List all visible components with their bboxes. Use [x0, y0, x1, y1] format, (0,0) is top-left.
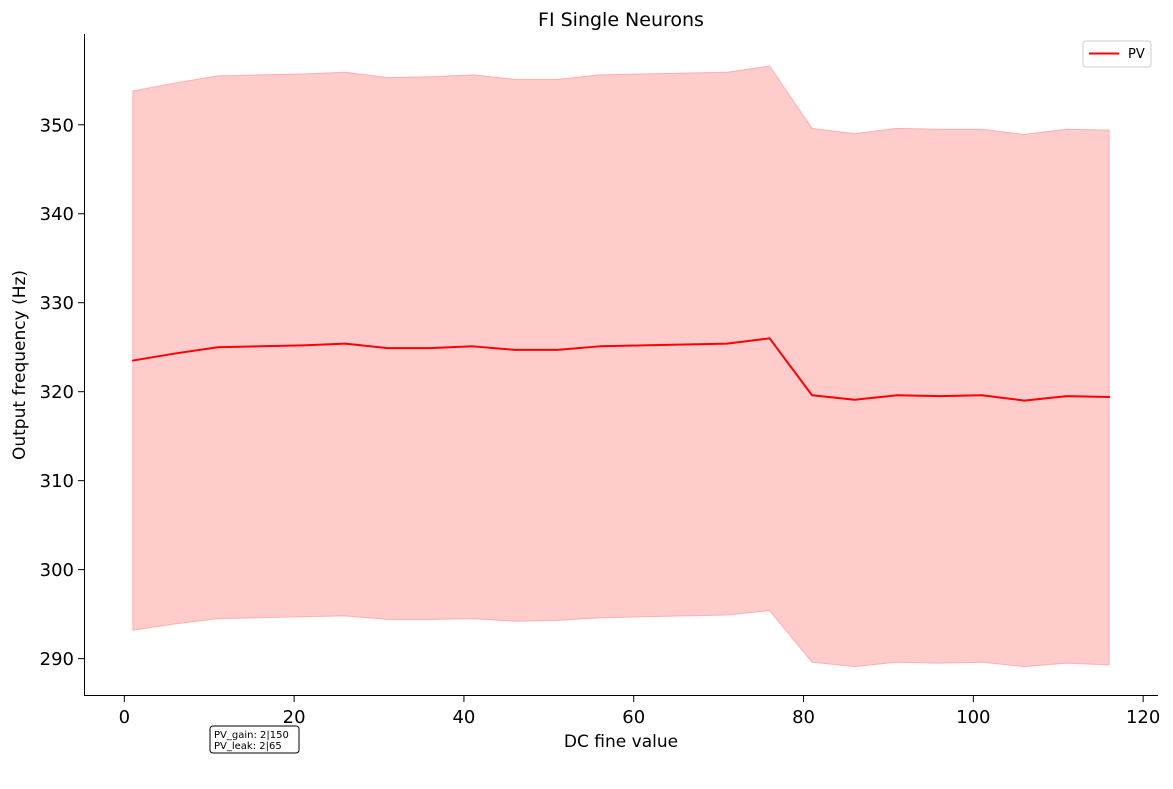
x-ticks: 0 20 40 60 80 100 120 — [119, 696, 1160, 728]
y-tick-label: 310 — [40, 471, 74, 492]
y-tick-label: 290 — [40, 649, 74, 670]
y-tick-label: 300 — [40, 560, 74, 581]
y-tick-label: 350 — [40, 115, 74, 136]
annotation-line-gain: PV_gain: 2|150 — [214, 730, 289, 741]
x-tick-label: 40 — [452, 707, 475, 728]
y-axis-label: Output frequency (Hz) — [10, 270, 30, 460]
annotation-line-leak: PV_leak: 2|65 — [214, 741, 282, 752]
x-tick-label: 0 — [119, 707, 130, 728]
x-tick-label: 120 — [1126, 707, 1160, 728]
y-ticks: 290 300 310 320 330 340 350 — [40, 115, 84, 670]
chart-title: FI Single Neurons — [538, 9, 704, 31]
legend: PV — [1082, 40, 1152, 68]
confidence-band-pv — [132, 65, 1110, 668]
x-tick-label: 60 — [622, 707, 645, 728]
y-tick-label: 320 — [40, 382, 74, 403]
series-line-pv — [131, 337, 1111, 402]
x-axis-label: DC fine value — [564, 732, 678, 752]
x-tick-label: 100 — [956, 707, 990, 728]
y-tick-label: 330 — [40, 293, 74, 314]
legend-label-pv: PV — [1128, 47, 1145, 62]
series-line-layer — [131, 337, 1111, 402]
parameter-annotation: PV_gain: 2|150 PV_leak: 2|65 — [209, 725, 300, 754]
y-tick-label: 340 — [40, 204, 74, 225]
annotation-box — [209, 725, 300, 754]
x-tick-label: 20 — [283, 707, 306, 728]
x-tick-label: 80 — [792, 707, 815, 728]
confidence-band-layer — [132, 65, 1110, 668]
